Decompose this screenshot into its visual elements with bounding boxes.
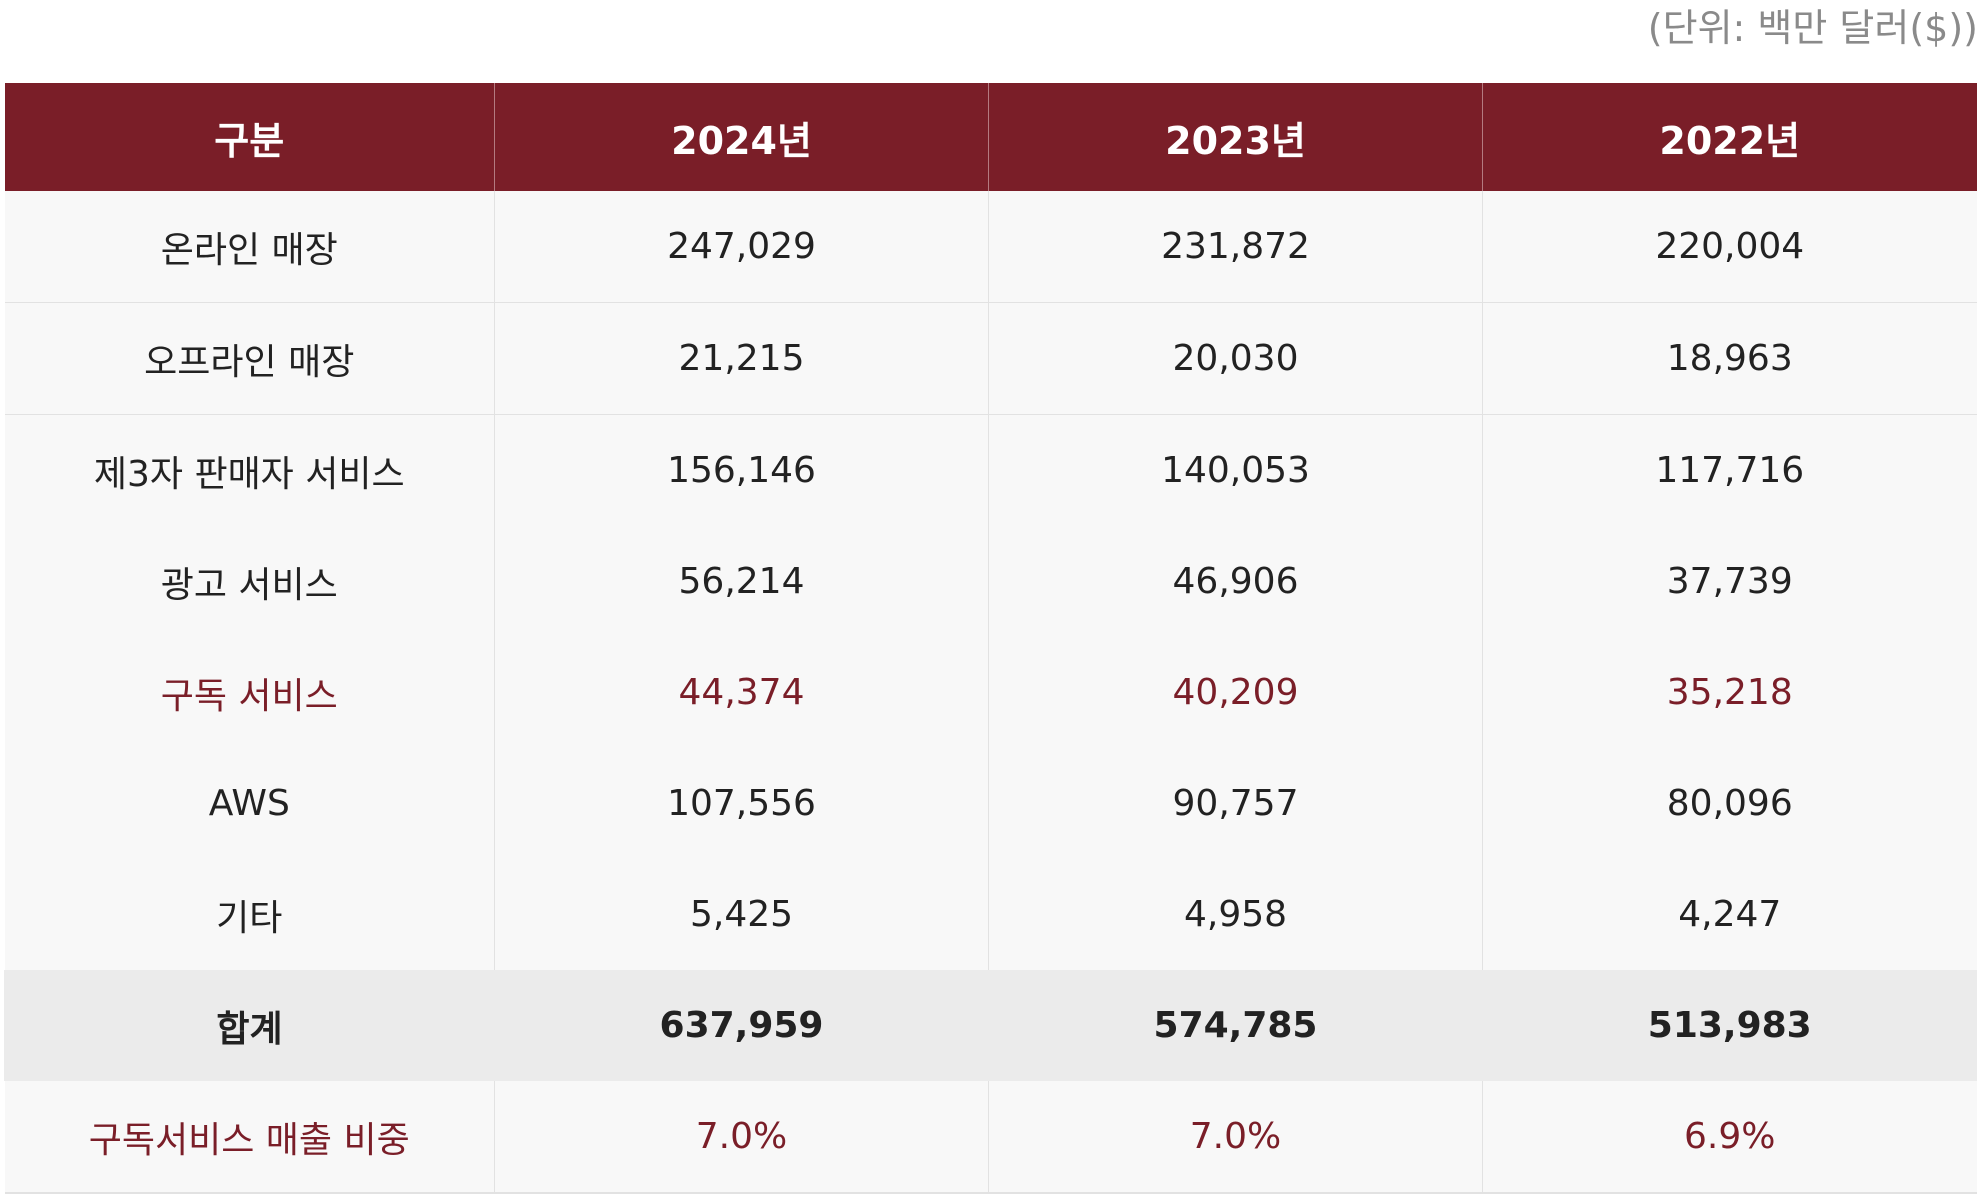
table-row: 제3자 판매자 서비스 156,146 140,053 117,716 [4,414,1977,526]
value-2024: 56,214 [494,526,989,637]
value-2024: 247,029 [494,191,989,303]
value-2022: 37,739 [1482,526,1977,637]
value-2024: 156,146 [494,414,989,526]
row-label: 합계 [4,970,495,1081]
header-year-2023: 2023년 [988,83,1483,191]
row-label: 구독서비스 매출 비중 [4,1081,495,1194]
value-2022: 80,096 [1482,748,1977,859]
value-2023: 140,053 [988,414,1483,526]
row-label: 오프라인 매장 [4,302,495,415]
value-2024: 637,959 [494,970,989,1081]
unit-note: (단위: 백만 달러($)) [1647,6,1978,50]
header-year-2024: 2024년 [494,83,989,191]
value-2024: 107,556 [494,748,989,859]
value-2022: 220,004 [1482,191,1977,303]
revenue-table: 구분 2024년 2023년 2022년 온라인 매장 247,029 231,… [4,83,1977,1194]
table-row-ratio: 구독서비스 매출 비중 7.0% 7.0% 6.9% [4,1081,1977,1194]
table-row: 기타 5,425 4,958 4,247 [4,859,1977,970]
header-category: 구분 [4,83,495,191]
value-2022: 18,963 [1482,302,1977,415]
value-2023: 20,030 [988,302,1483,415]
row-label: 기타 [4,859,495,970]
table-row: 광고 서비스 56,214 46,906 37,739 [4,526,1977,637]
row-label: 광고 서비스 [4,526,495,637]
table-row: 온라인 매장 247,029 231,872 220,004 [4,191,1977,303]
table-row: 오프라인 매장 21,215 20,030 18,963 [4,302,1977,415]
row-label: 제3자 판매자 서비스 [4,414,495,526]
value-2023: 231,872 [988,191,1483,303]
header-year-2022: 2022년 [1482,83,1977,191]
value-2022: 35,218 [1482,637,1977,748]
value-2023: 46,906 [988,526,1483,637]
value-2023: 40,209 [988,637,1483,748]
table-row-total: 합계 637,959 574,785 513,983 [4,970,1977,1081]
row-label: 구독 서비스 [4,637,495,748]
table-row-highlight: 구독 서비스 44,374 40,209 35,218 [4,637,1977,748]
value-2023: 4,958 [988,859,1483,970]
value-2023: 7.0% [988,1081,1483,1194]
value-2024: 5,425 [494,859,989,970]
value-2024: 7.0% [494,1081,989,1194]
row-label: AWS [4,748,495,859]
value-2024: 44,374 [494,637,989,748]
row-label: 온라인 매장 [4,191,495,303]
table-row: AWS 107,556 90,757 80,096 [4,748,1977,859]
table-header-row: 구분 2024년 2023년 2022년 [4,83,1977,191]
value-2024: 21,215 [494,302,989,415]
value-2022: 513,983 [1482,970,1977,1081]
value-2023: 574,785 [988,970,1483,1081]
value-2023: 90,757 [988,748,1483,859]
value-2022: 117,716 [1482,414,1977,526]
value-2022: 4,247 [1482,859,1977,970]
value-2022: 6.9% [1482,1081,1977,1194]
